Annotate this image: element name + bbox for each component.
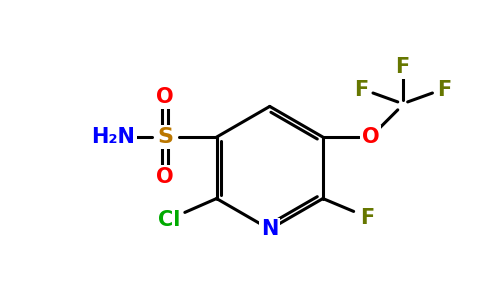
Text: F: F: [395, 57, 410, 77]
Text: O: O: [156, 88, 174, 107]
Text: N: N: [261, 219, 278, 239]
Text: Cl: Cl: [158, 210, 180, 230]
Text: F: F: [437, 80, 452, 100]
Text: O: O: [362, 127, 379, 147]
Text: F: F: [354, 80, 368, 100]
Text: H₂N: H₂N: [91, 127, 136, 147]
Text: F: F: [361, 208, 375, 228]
Text: S: S: [157, 127, 173, 147]
Text: O: O: [156, 167, 174, 187]
